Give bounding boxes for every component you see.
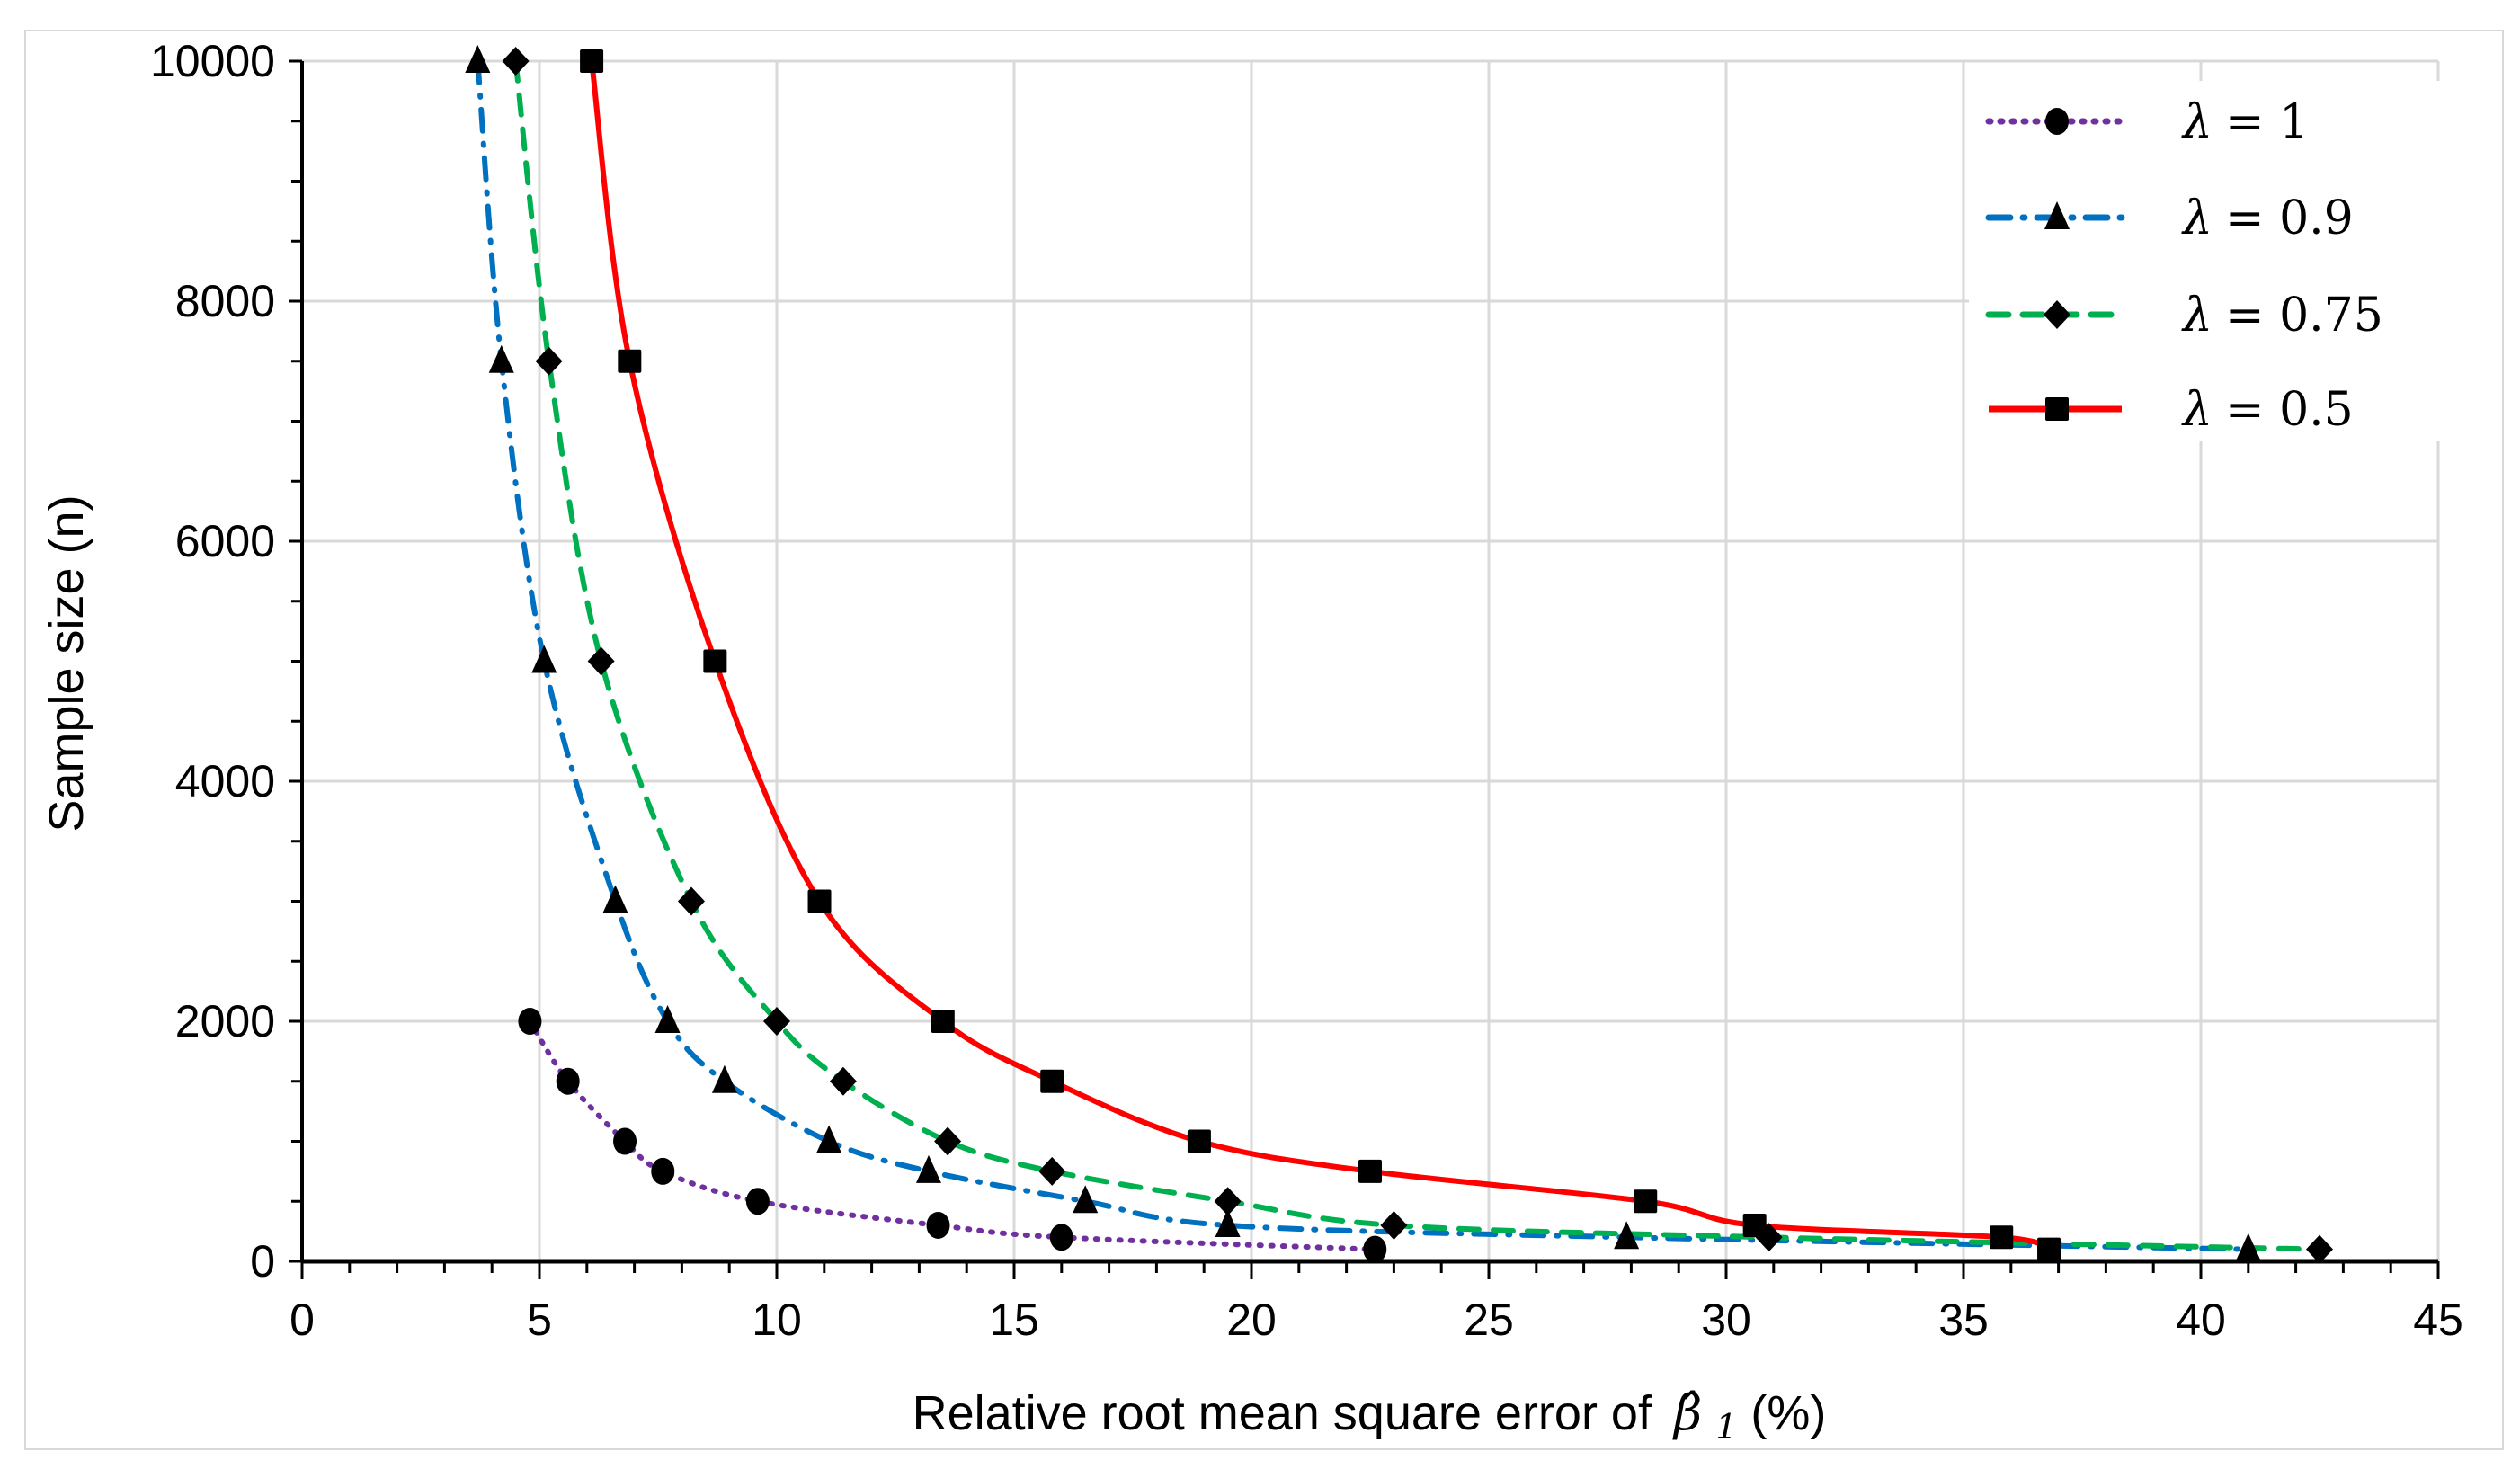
x-axis-title-symbol: β̂ <box>1672 1384 1702 1441</box>
diamond-marker <box>677 886 705 916</box>
legend-label: λ = 1 <box>2181 95 2309 149</box>
circle-marker <box>745 1188 770 1215</box>
square-marker <box>1634 1189 1658 1214</box>
legend-label-value: = 1 <box>2225 95 2309 149</box>
triangle-marker <box>654 1005 681 1033</box>
legend-label-symbol: λ <box>2181 383 2213 437</box>
square-marker <box>703 649 727 673</box>
legend-label: λ = 0.9 <box>2181 191 2354 245</box>
diamond-marker <box>1380 1210 1408 1240</box>
series-markers <box>465 45 2333 1264</box>
diamond-marker <box>934 1126 962 1156</box>
legend-item: λ = 0.5 <box>1989 383 2354 437</box>
series-line-lambda-0_5 <box>589 60 2051 1252</box>
circle-marker <box>613 1127 637 1155</box>
legend-background <box>1969 81 2445 441</box>
x-axis-title-suffix: (%) <box>1750 1386 1826 1440</box>
legend-item: λ = 1 <box>1985 95 2309 149</box>
legend-label: λ = 0.75 <box>2181 289 2383 343</box>
legend-label: λ = 0.5 <box>2181 383 2354 437</box>
diamond-marker <box>2306 1234 2333 1264</box>
diamond-marker <box>1038 1156 1066 1186</box>
square-marker <box>580 49 604 73</box>
x-tick-label: 20 <box>1226 1295 1277 1345</box>
y-tick-label: 2000 <box>175 996 275 1046</box>
triangle-marker <box>816 1125 842 1153</box>
x-axis-title: Relative root mean square error of β̂ 1 … <box>913 1384 1827 1449</box>
diamond-marker <box>1214 1187 1242 1216</box>
x-tick-label: 25 <box>1464 1295 1514 1345</box>
square-marker <box>931 1010 955 1033</box>
circle-marker <box>1363 1235 1387 1263</box>
y-tick-label: 10000 <box>150 36 275 86</box>
triangle-marker <box>1215 1208 1241 1237</box>
x-axis: 0 5 10 15 20 25 30 35 40 45 <box>289 1259 2463 1345</box>
y-tick-label: 0 <box>250 1236 275 1286</box>
x-tick-label: 45 <box>2413 1295 2463 1345</box>
legend-label-value: = 0.75 <box>2225 289 2383 343</box>
square-marker <box>618 349 642 373</box>
series-markers-lambda-1 <box>518 1008 1387 1263</box>
y-axis-title: Sample size (n) <box>40 494 93 832</box>
square-marker <box>1990 1225 2014 1250</box>
triangle-marker <box>531 645 557 673</box>
y-tick-label: 4000 <box>175 756 275 806</box>
diamond-marker <box>829 1066 857 1096</box>
diamond-marker <box>587 646 615 676</box>
triangle-marker <box>2235 1233 2261 1261</box>
square-marker <box>807 889 832 913</box>
legend-item: λ = 0.9 <box>1985 191 2354 245</box>
x-tick-label: 40 <box>2176 1295 2226 1345</box>
legend-circle-icon <box>2045 108 2069 135</box>
series-markers-lambda-0_5 <box>580 49 2061 1261</box>
circle-marker <box>1049 1224 1073 1251</box>
triangle-marker <box>1614 1221 1640 1250</box>
x-tick-label: 15 <box>989 1295 1039 1345</box>
legend-label-symbol: λ <box>2181 95 2213 149</box>
legend-label-symbol: λ <box>2181 191 2213 245</box>
triangle-marker <box>488 344 514 373</box>
triangle-marker <box>915 1154 941 1183</box>
x-tick-label: 30 <box>1701 1295 1751 1345</box>
square-marker <box>1040 1069 1064 1093</box>
y-tick-label: 6000 <box>175 516 275 566</box>
triangle-marker <box>465 45 491 73</box>
legend-label-symbol: λ <box>2181 289 2213 343</box>
legend-diamond-icon <box>2044 300 2070 329</box>
diamond-marker <box>535 346 563 376</box>
legend-triangle-icon <box>2044 201 2070 229</box>
square-marker <box>1742 1213 1767 1237</box>
series-markers-lambda-0_75 <box>502 47 2333 1264</box>
triangle-marker <box>1073 1185 1099 1214</box>
x-axis-title-subscript: 1 <box>1715 1407 1737 1447</box>
square-marker <box>2037 1237 2061 1261</box>
x-tick-label: 5 <box>527 1295 552 1345</box>
diamond-marker <box>502 47 530 76</box>
triangle-marker <box>602 885 628 913</box>
series-line-lambda-0_75 <box>512 58 2322 1252</box>
circle-marker <box>651 1157 675 1185</box>
legend-label-value: = 0.5 <box>2225 383 2354 437</box>
circle-marker <box>926 1211 950 1239</box>
legend-label-value: = 0.9 <box>2225 191 2354 245</box>
series-line-lambda-1 <box>527 1019 1378 1252</box>
square-marker <box>1187 1129 1211 1153</box>
x-tick-label: 10 <box>752 1295 802 1345</box>
x-tick-label: 0 <box>289 1295 315 1345</box>
legend-square-icon <box>2045 397 2069 421</box>
square-marker <box>1358 1159 1382 1183</box>
x-tick-label: 35 <box>1938 1295 1989 1345</box>
y-axis: 0 2000 4000 6000 8000 10000 <box>150 36 304 1286</box>
x-axis-title-prefix: Relative root mean square error of <box>913 1386 1665 1440</box>
series-line-lambda-0_9 <box>475 58 2251 1252</box>
triangle-marker <box>711 1064 737 1093</box>
circle-marker <box>518 1008 542 1035</box>
circle-marker <box>556 1067 580 1095</box>
legend-item: λ = 0.75 <box>1985 289 2383 343</box>
series-markers-lambda-0_9 <box>465 45 2261 1261</box>
diamond-marker <box>763 1007 790 1036</box>
legend: λ = 1λ = 0.9λ = 0.75λ = 0.5 <box>1969 81 2445 441</box>
y-tick-label: 8000 <box>175 276 275 326</box>
